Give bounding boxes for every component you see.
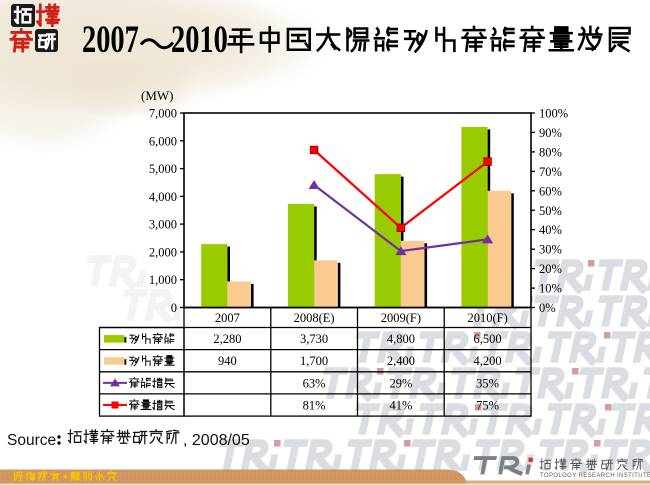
svg-text:2,000: 2,000 xyxy=(149,245,177,259)
svg-text:1,700: 1,700 xyxy=(300,354,328,368)
svg-text:2,400: 2,400 xyxy=(387,354,415,368)
svg-text:4,000: 4,000 xyxy=(149,190,177,204)
svg-text:Source: Source xyxy=(7,432,56,449)
svg-text:10%: 10% xyxy=(539,282,562,296)
svg-text:40%: 40% xyxy=(539,223,562,237)
svg-text:2009(F): 2009(F) xyxy=(381,311,421,325)
svg-text:60%: 60% xyxy=(539,184,562,198)
svg-text:6,000: 6,000 xyxy=(149,134,177,148)
svg-text:2007: 2007 xyxy=(82,18,139,62)
svg-text:35%: 35% xyxy=(476,376,499,390)
svg-text:6,500: 6,500 xyxy=(474,332,502,346)
svg-text:, 2008/05: , 2008/05 xyxy=(183,432,250,449)
svg-text:81%: 81% xyxy=(303,399,326,413)
svg-text:0: 0 xyxy=(171,301,177,315)
svg-text:2010: 2010 xyxy=(171,18,228,62)
svg-text:2,280: 2,280 xyxy=(213,332,241,346)
svg-text:4,800: 4,800 xyxy=(387,332,415,346)
svg-text:3,730: 3,730 xyxy=(300,332,328,346)
svg-text:(MW): (MW) xyxy=(141,88,174,103)
svg-text:20%: 20% xyxy=(539,262,562,276)
svg-text:2007: 2007 xyxy=(215,311,240,325)
svg-text:50%: 50% xyxy=(539,204,562,218)
svg-text:70%: 70% xyxy=(539,165,562,179)
svg-text:4,200: 4,200 xyxy=(474,354,502,368)
svg-text:7,000: 7,000 xyxy=(149,107,177,121)
svg-text:90%: 90% xyxy=(539,126,562,140)
svg-text:100%: 100% xyxy=(539,107,568,121)
svg-text:1,000: 1,000 xyxy=(149,273,177,287)
svg-text:63%: 63% xyxy=(303,376,326,390)
svg-text:0%: 0% xyxy=(539,301,556,315)
svg-text:3,000: 3,000 xyxy=(149,218,177,232)
svg-text:75%: 75% xyxy=(476,399,499,413)
svg-text:2008(E): 2008(E) xyxy=(294,311,335,325)
svg-text:5,000: 5,000 xyxy=(149,162,177,176)
svg-text:TOPOLOGY RESEARCH INSTITUTE: TOPOLOGY RESEARCH INSTITUTE xyxy=(540,473,650,479)
svg-text:940: 940 xyxy=(218,354,237,368)
svg-text:29%: 29% xyxy=(389,376,412,390)
svg-text:30%: 30% xyxy=(539,243,562,257)
svg-text:41%: 41% xyxy=(389,399,412,413)
svg-text:80%: 80% xyxy=(539,145,562,159)
svg-text:2010(F): 2010(F) xyxy=(467,311,507,325)
